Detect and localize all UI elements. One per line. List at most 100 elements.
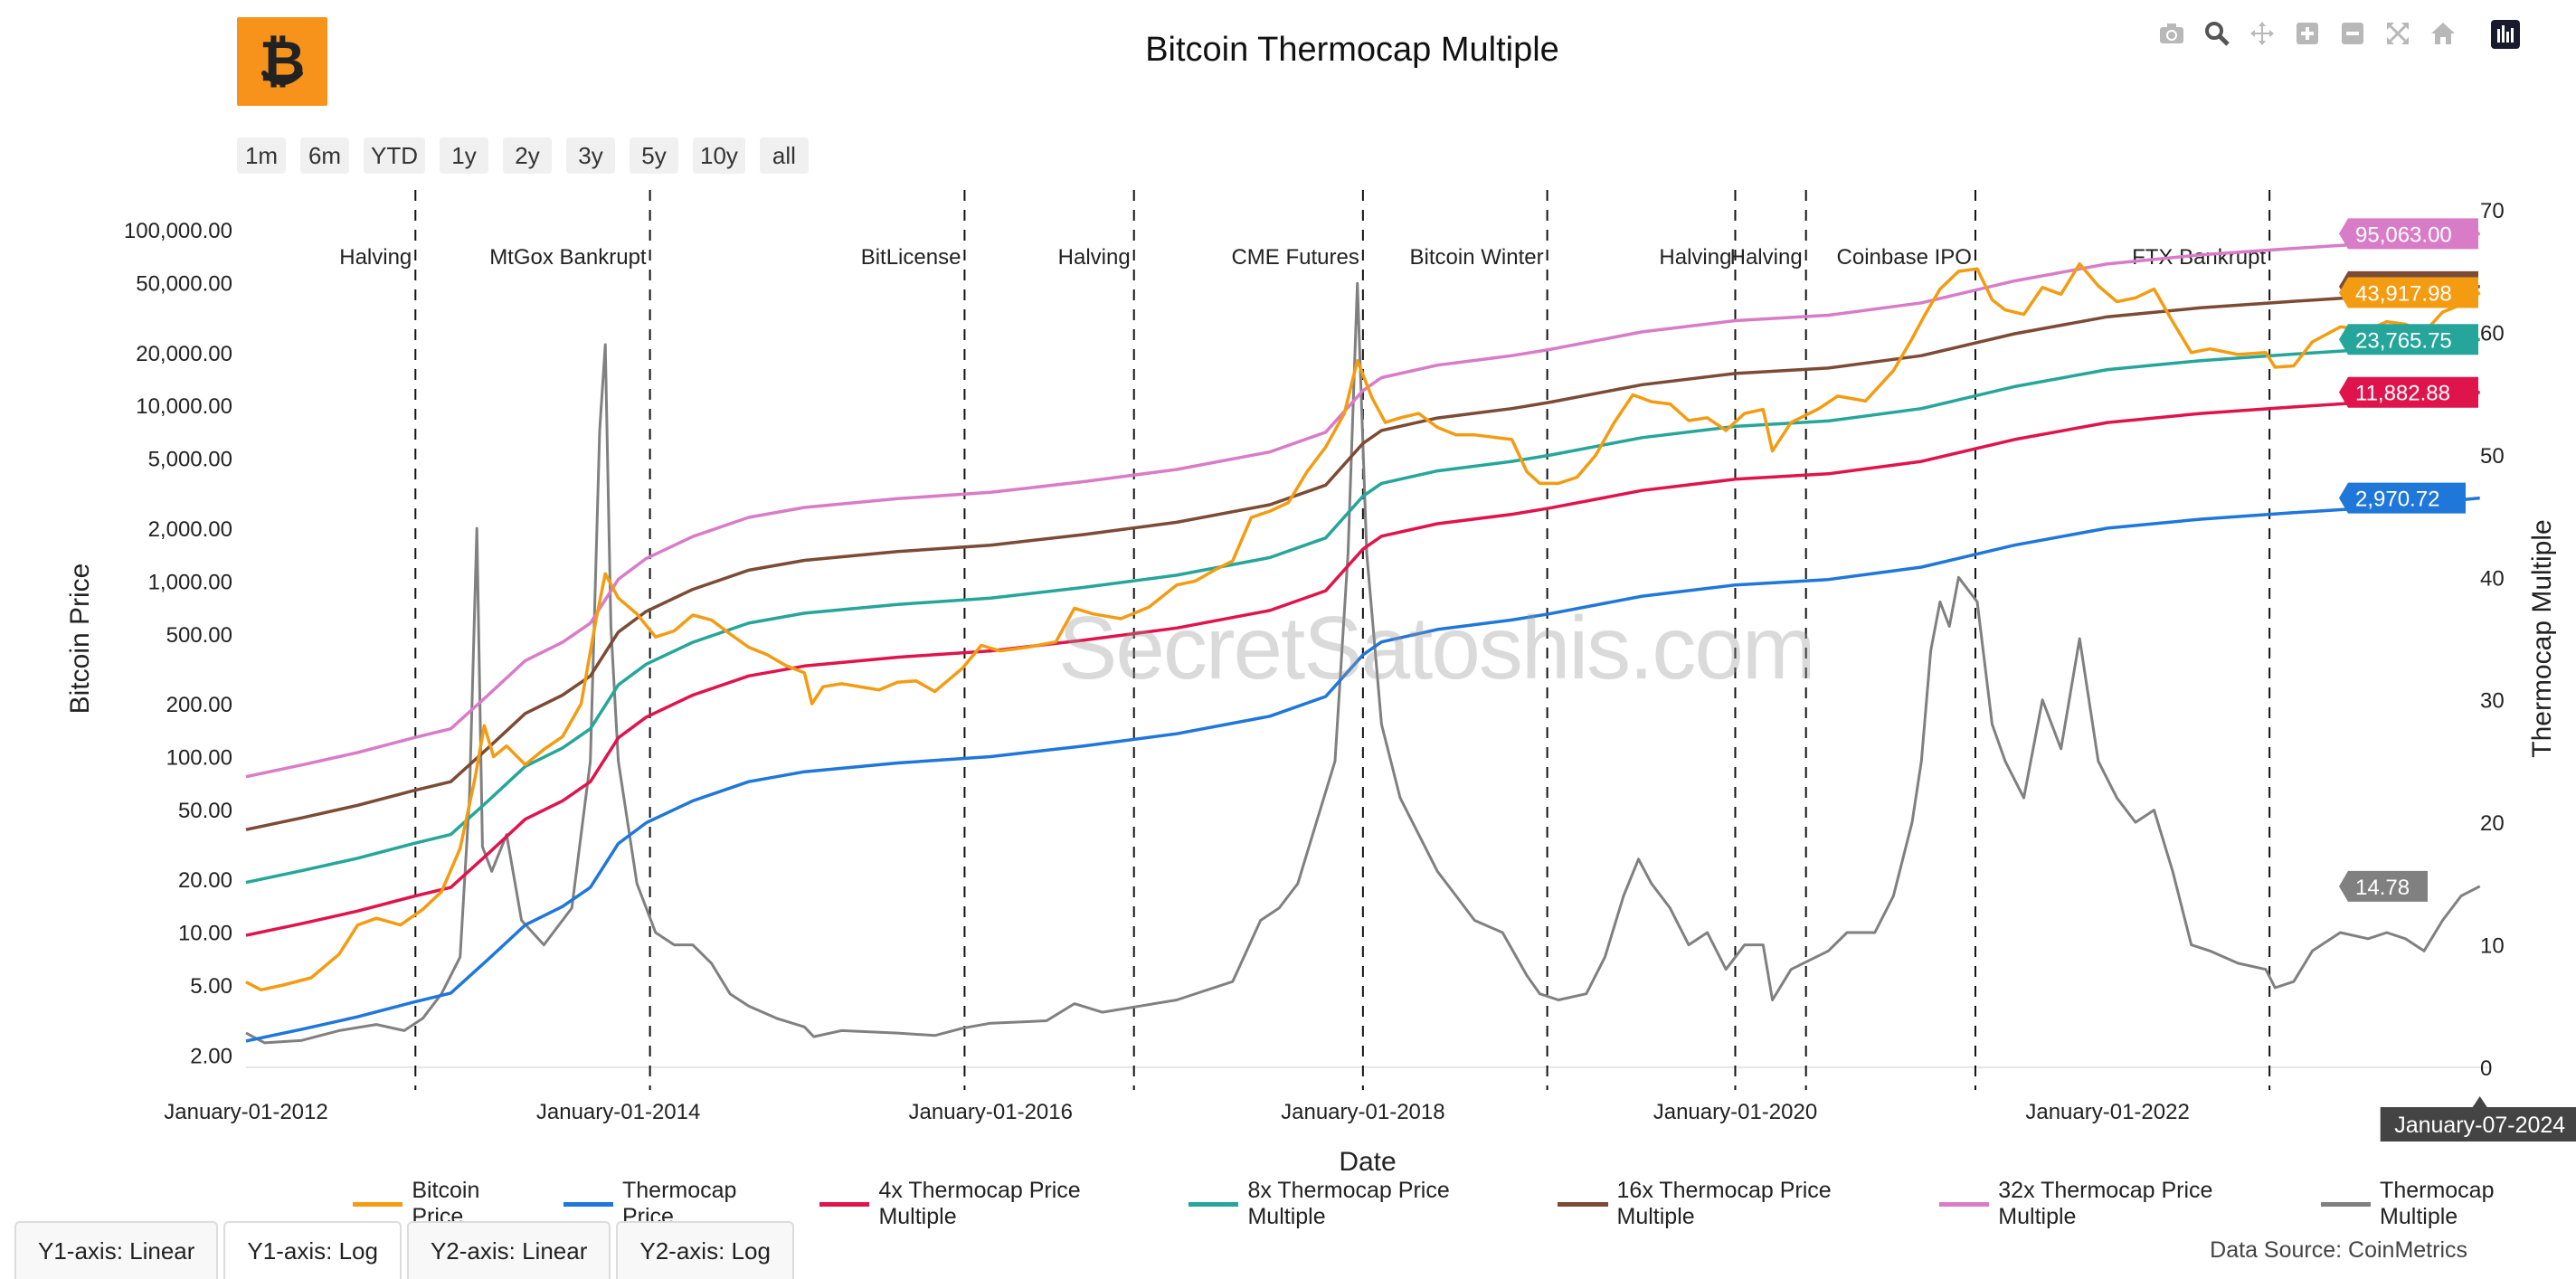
- y2-tick-label: 30: [2480, 689, 2505, 714]
- tab-y2-log[interactable]: Y2-axis: Log: [616, 1221, 794, 1279]
- event-label: MtGox Bankrupt: [489, 245, 647, 270]
- y2-tick-label: 40: [2480, 566, 2505, 591]
- end-label-text: 11,882.88: [2355, 382, 2450, 406]
- y-tick-label: 5,000.00: [148, 448, 232, 472]
- hover-date-bg: [2380, 1096, 2576, 1142]
- event-label: Halving: [1058, 245, 1131, 270]
- y-tick-label: 1,000.00: [148, 570, 232, 594]
- camera-icon[interactable]: [2158, 20, 2185, 47]
- y-tick-label: 10.00: [178, 922, 232, 946]
- range-button-10y[interactable]: 10y: [693, 137, 745, 174]
- end-label-bg: [2339, 218, 2478, 250]
- bitcoin-smile-logo-icon: ₿: [260, 28, 306, 94]
- range-button-1m[interactable]: 1m: [237, 137, 286, 174]
- tab-y2-linear[interactable]: Y2-axis: Linear: [406, 1221, 611, 1279]
- series-line-32x-thermocap-price-multiple: [245, 232, 2480, 779]
- x-axis-title: Date: [1339, 1147, 1396, 1177]
- end-label-text: 2,970.72: [2355, 488, 2439, 512]
- end-label: 11,882.88: [2339, 376, 2478, 408]
- range-button-6m[interactable]: 6m: [300, 137, 349, 174]
- range-button-all[interactable]: all: [759, 137, 809, 174]
- x-tick-label: January-01-2014: [536, 1100, 700, 1124]
- y-tick-label: 100,000.00: [124, 219, 232, 243]
- end-label: 23,765.75: [2339, 324, 2478, 355]
- end-label: 14.78: [2339, 870, 2428, 902]
- range-button-3y[interactable]: 3y: [566, 137, 615, 174]
- end-label-bg: [2339, 482, 2466, 514]
- series-line-16x-thermocap-price-multiple: [245, 285, 2480, 831]
- modebar: [2158, 20, 2520, 49]
- plotly-logo-icon[interactable]: [2491, 20, 2520, 49]
- legend-swatch: [1558, 1201, 1608, 1207]
- x-tick-label: January-01-2020: [1653, 1100, 1817, 1124]
- y-tick-label: 2,000.00: [148, 517, 232, 542]
- event-label: BitLicense: [861, 245, 961, 270]
- legend-swatch: [353, 1201, 403, 1207]
- legend-swatch: [1938, 1201, 1990, 1207]
- y2-tick-label: 10: [2480, 934, 2505, 959]
- series-lines: [245, 232, 2481, 1045]
- axis-tabs: Y1-axis: Linear Y1-axis: Log Y2-axis: Li…: [14, 1221, 794, 1279]
- series-line-bitcoin-price: [245, 261, 2481, 992]
- legend-item-4x[interactable]: 4x Thermocap Price Multiple: [819, 1178, 1161, 1230]
- y2-tick-label: 70: [2480, 199, 2505, 223]
- zoom-icon[interactable]: [2203, 20, 2230, 47]
- event-label: Halving: [1659, 245, 1731, 270]
- range-button-1y[interactable]: 1y: [440, 137, 488, 174]
- watermark: SecretSatoshis.com: [1058, 598, 1815, 697]
- tab-y1-log[interactable]: Y1-axis: Log: [223, 1221, 402, 1279]
- y2-tick-label: 20: [2480, 811, 2505, 836]
- series-line-4x-thermocap-price-multiple: [245, 390, 2480, 937]
- end-label: 95,063.00: [2339, 218, 2478, 250]
- chart-title: Bitcoin Thermocap Multiple: [1145, 31, 1559, 69]
- series-line-thermocap-price: [245, 496, 2480, 1043]
- reset-axes-icon[interactable]: [2429, 20, 2457, 47]
- legend-swatch: [563, 1201, 613, 1207]
- y2-axis-title: Thermocap Multiple: [2527, 519, 2557, 757]
- end-label: 43,917.98: [2339, 277, 2478, 308]
- end-label-bg: [2339, 376, 2478, 408]
- axes: 100,000.00 50,000.00 20,000.00 10,000.00 5,0…: [65, 199, 2576, 1177]
- tab-y1-linear[interactable]: Y1-axis: Linear: [14, 1221, 219, 1279]
- end-label-bg: [2339, 277, 2478, 308]
- range-button-ytd[interactable]: YTD: [364, 137, 425, 174]
- y-tick-label: 10,000.00: [136, 394, 232, 419]
- range-button-2y[interactable]: 2y: [503, 137, 552, 174]
- pan-icon[interactable]: [2249, 20, 2276, 47]
- y-tick-label: 20.00: [178, 868, 232, 893]
- site-logo[interactable]: ₿: [237, 17, 327, 106]
- legend-item-8x[interactable]: 8x Thermocap Price Multiple: [1189, 1178, 1530, 1230]
- event-label: Halving: [339, 245, 412, 270]
- legend-swatch: [2320, 1201, 2372, 1207]
- y-tick-label: 50.00: [178, 799, 232, 823]
- series-line-8x-thermocap-price-multiple: [245, 337, 2480, 885]
- range-button-5y[interactable]: 5y: [630, 137, 678, 174]
- series-line-thermocap-multiple: [245, 281, 2481, 1045]
- x-tick-label: January-01-2022: [2025, 1100, 2189, 1124]
- event-label: FTX Bankrupt: [2132, 245, 2266, 270]
- x-tick-label: January-01-2016: [909, 1100, 1073, 1124]
- end-label-bg: [2339, 870, 2428, 902]
- y2-tick-label: 0: [2480, 1056, 2492, 1081]
- zoom-in-icon[interactable]: [2294, 20, 2321, 47]
- y-tick-label: 2.00: [190, 1044, 232, 1068]
- legend: Bitcoin Price Thermocap Price 4x Thermoc…: [353, 1178, 2576, 1230]
- hover-date-tooltip: January-07-2024: [2380, 1096, 2576, 1142]
- legend-label: 16x Thermocap Price Multiple: [1616, 1178, 1832, 1229]
- zoom-out-icon[interactable]: [2339, 20, 2366, 47]
- legend-label: Thermocap Multiple: [2380, 1178, 2495, 1229]
- legend-label: 32x Thermocap Price Multiple: [1998, 1178, 2213, 1229]
- event-label: CME Futures: [1231, 245, 1359, 270]
- event-label: Coinbase IPO: [1837, 245, 1972, 270]
- y2-tick-label: 50: [2480, 444, 2505, 469]
- y-tick-label: 200.00: [166, 693, 232, 717]
- hover-date-text: January-07-2024: [2394, 1113, 2565, 1138]
- end-labels: 95,063.0047,531.5043,917.9823,765.7511,8…: [2339, 218, 2478, 902]
- legend-item-thermocap-multiple[interactable]: Thermocap Multiple: [2320, 1178, 2576, 1230]
- y-tick-label: 20,000.00: [136, 342, 232, 366]
- autoscale-icon[interactable]: [2384, 20, 2411, 47]
- legend-item-32x[interactable]: 32x Thermocap Price Multiple: [1938, 1178, 2294, 1230]
- legend-label: 4x Thermocap Price Multiple: [878, 1178, 1081, 1229]
- legend-item-16x[interactable]: 16x Thermocap Price Multiple: [1558, 1178, 1912, 1230]
